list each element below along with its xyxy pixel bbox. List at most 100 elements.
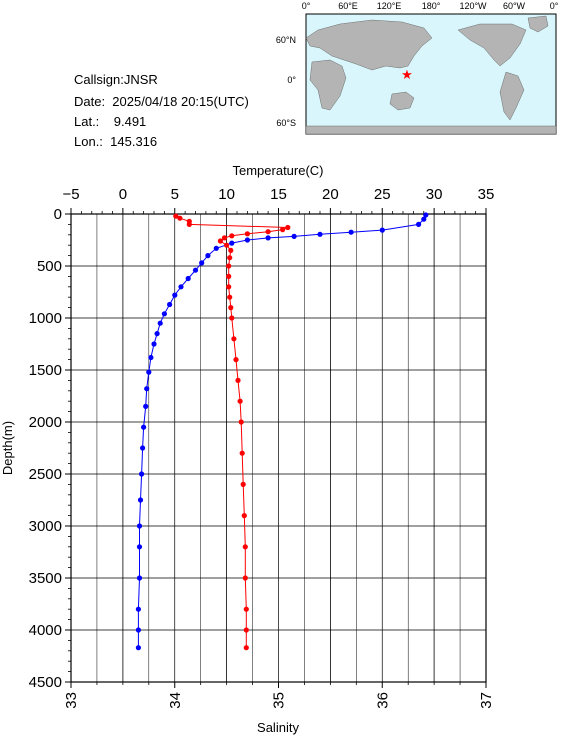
salinity-data-point xyxy=(231,336,237,342)
depth-axis-title: Depth(m) xyxy=(0,421,15,475)
temperature-data-point xyxy=(416,221,422,227)
temperature-data-point xyxy=(141,424,147,430)
temperature-data-point xyxy=(136,523,143,529)
temperature-data-point xyxy=(135,606,141,612)
map-lon-label-1: 60°E xyxy=(338,1,358,11)
temperature-data-point xyxy=(379,227,385,233)
temperature-data-point xyxy=(172,292,178,298)
salinity-data-point xyxy=(242,544,248,550)
temperature-tick-label: 35 xyxy=(478,186,495,203)
temperature-data-point xyxy=(139,471,145,477)
salinity-data-point xyxy=(233,357,239,363)
temperature-data-point xyxy=(137,497,144,503)
depth-tick-label: 4000 xyxy=(29,622,62,639)
map-lon-label-4: 120°W xyxy=(459,1,487,11)
temperature-data-point xyxy=(205,253,211,259)
lat-text: Lat.: 9.491 xyxy=(74,114,147,129)
depth-tick-label: 1000 xyxy=(29,310,62,327)
salinity-data-point xyxy=(177,215,183,221)
salinity-data-point xyxy=(238,419,244,425)
temperature-data-point xyxy=(421,216,427,222)
depth-tick-label: 2500 xyxy=(29,466,62,483)
salinity-data-point xyxy=(227,294,233,300)
salinity-data-point xyxy=(244,231,250,237)
depth-tick-label: 500 xyxy=(37,258,62,275)
salinity-data-point xyxy=(226,273,232,279)
temperature-data-point xyxy=(140,445,146,451)
temperature-data-point xyxy=(151,341,157,347)
temperature-data-point xyxy=(136,544,143,550)
temperature-data-point xyxy=(291,233,297,239)
temperature-axis-title: Temperature(C) xyxy=(232,163,323,178)
depth-tick-label: 2000 xyxy=(29,414,62,431)
temperature-data-point xyxy=(144,386,150,392)
temperature-data-point xyxy=(423,212,429,218)
salinity-data-point xyxy=(228,247,234,253)
depth-tick-label: 1500 xyxy=(29,362,62,379)
temperature-data-point xyxy=(199,260,205,266)
temperature-profile-line xyxy=(137,214,427,648)
salinity-tick-label: 34 xyxy=(167,692,184,709)
temperature-data-point xyxy=(185,275,191,282)
temperature-data-point xyxy=(154,331,160,337)
map-lon-label-0: 0° xyxy=(302,1,311,11)
salinity-data-point xyxy=(237,398,243,404)
temperature-data-point xyxy=(213,245,219,251)
salinity-data-point xyxy=(285,224,291,231)
landmass-eurasia xyxy=(305,19,433,71)
salinity-data-point xyxy=(229,315,235,321)
map-lon-label-5: 60°W xyxy=(503,1,526,11)
salinity-data-point xyxy=(243,645,249,651)
temperature-data-point xyxy=(143,403,149,409)
salinity-data-point xyxy=(243,606,249,612)
temperature-data-point xyxy=(192,267,199,273)
station-location-map: 0° 60°E 120°E 180° 120°W 60°W 0° 60°N 0°… xyxy=(276,1,559,135)
chart-grid xyxy=(70,213,487,683)
salinity-data-point xyxy=(242,575,248,581)
temperature-data-point xyxy=(135,645,141,651)
depth-tick-label: 0 xyxy=(54,206,62,223)
salinity-data-point xyxy=(186,221,192,227)
salinity-data-point xyxy=(228,305,234,311)
landmass-australia xyxy=(389,91,415,111)
map-lon-label-2: 120°E xyxy=(377,1,402,11)
temperature-data-point xyxy=(317,231,323,237)
salinity-data-point xyxy=(243,627,249,633)
temperature-data-point xyxy=(136,575,143,581)
salinity-data-point xyxy=(239,450,245,456)
salinity-tick-label: 36 xyxy=(374,692,391,709)
salinity-data-point xyxy=(217,238,223,244)
salinity-data-point xyxy=(229,233,235,239)
temperature-data-point xyxy=(244,237,250,243)
temperature-data-point xyxy=(161,311,167,317)
map-lat-label-0: 60°N xyxy=(276,35,296,45)
landmass-south-america xyxy=(499,71,525,121)
map-lat-label-2: 60°S xyxy=(276,118,296,128)
temperature-tick-label: 25 xyxy=(374,186,391,203)
temperature-tick-label: 30 xyxy=(426,186,443,203)
landmass-greenland xyxy=(527,15,549,33)
salinity-profile-line xyxy=(175,215,288,648)
salinity-data-point xyxy=(241,513,247,519)
landmass-north-america xyxy=(457,23,527,67)
temperature-tick-label: 5 xyxy=(171,186,179,203)
temperature-data-point xyxy=(229,240,235,246)
salinity-axis-title: Salinity xyxy=(257,720,299,735)
temperature-tick-label: 10 xyxy=(218,186,235,203)
date-text: Date: 2025/04/18 20:15(UTC) xyxy=(74,94,249,109)
depth-tick-label: 3000 xyxy=(29,518,62,535)
salinity-tick-label: 35 xyxy=(271,692,288,709)
map-lon-label-3: 180° xyxy=(422,1,441,11)
salinity-tick-label: 33 xyxy=(63,692,80,709)
salinity-data-point xyxy=(173,213,179,219)
salinity-data-point xyxy=(226,284,232,290)
salinity-data-point xyxy=(280,227,286,233)
temperature-tick-label: 0 xyxy=(119,186,127,203)
depth-tick-label: 4500 xyxy=(29,674,62,691)
temperature-data-point xyxy=(148,354,154,361)
temperature-tick-label: −5 xyxy=(62,186,79,203)
salinity-data-point xyxy=(240,481,246,487)
temperature-data-point xyxy=(167,301,173,308)
